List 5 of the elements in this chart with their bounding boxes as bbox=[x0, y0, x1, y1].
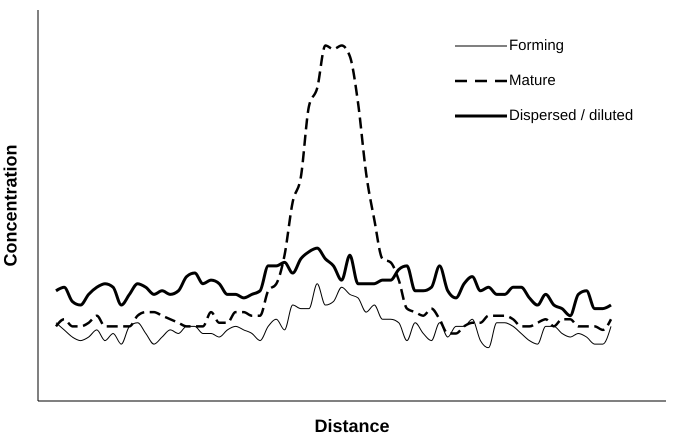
legend-label: Forming bbox=[509, 37, 564, 54]
y-axis-title: Concentration bbox=[0, 144, 20, 267]
x-axis-title: Distance bbox=[314, 416, 390, 434]
legend-label: Mature bbox=[509, 72, 556, 89]
legend-label: Dispersed / diluted bbox=[509, 107, 634, 124]
